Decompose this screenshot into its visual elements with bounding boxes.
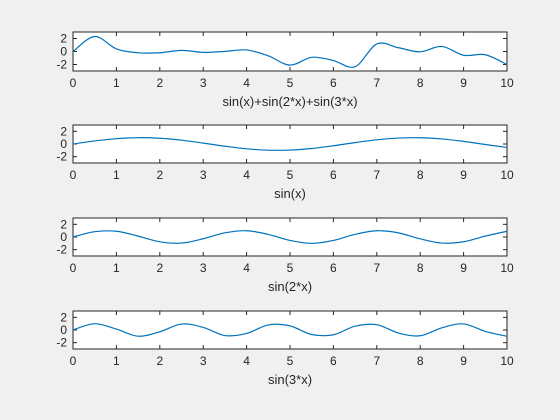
x-tick-label: 0 xyxy=(70,354,77,368)
x-tick-label: 8 xyxy=(417,354,424,368)
x-tick-label: 8 xyxy=(417,76,424,90)
x-tick-label: 5 xyxy=(287,261,294,275)
x-tick-label: 9 xyxy=(460,168,467,182)
x-tick-label: 1 xyxy=(113,261,120,275)
x-tick-label: 4 xyxy=(243,354,250,368)
x-tick-label: 10 xyxy=(500,76,514,90)
x-tick-label: 7 xyxy=(373,76,380,90)
y-tick-label: 0 xyxy=(60,137,67,151)
x-tick-label: 9 xyxy=(460,261,467,275)
x-tick-label: 5 xyxy=(287,168,294,182)
x-tick-label: 10 xyxy=(500,168,514,182)
x-tick-label: 2 xyxy=(156,261,163,275)
x-tick-label: 2 xyxy=(156,168,163,182)
x-tick-label: 0 xyxy=(70,261,77,275)
x-tick-label: 0 xyxy=(70,76,77,90)
y-tick-label: 0 xyxy=(60,45,67,59)
y-tick-label: 0 xyxy=(60,230,67,244)
series-line xyxy=(72,323,508,337)
x-tick-label: 5 xyxy=(287,76,294,90)
x-tick-label: 8 xyxy=(417,261,424,275)
y-tick-label: -2 xyxy=(56,58,67,72)
x-tick-label: 10 xyxy=(500,261,514,275)
x-tick-label: 3 xyxy=(200,261,207,275)
x-tick-label: 6 xyxy=(330,354,337,368)
x-tick-label: 3 xyxy=(200,168,207,182)
x-tick-label: 9 xyxy=(460,354,467,368)
series-line xyxy=(72,137,508,151)
x-tick-label: 0 xyxy=(70,168,77,182)
x-tick-label: 9 xyxy=(460,76,467,90)
y-tick-label: 2 xyxy=(60,310,67,324)
x-axis-label: sin(3*x) xyxy=(268,372,312,387)
x-axis-label: sin(2*x) xyxy=(268,279,312,294)
x-tick-label: 1 xyxy=(113,354,120,368)
x-tick-label: 10 xyxy=(500,354,514,368)
x-axis-label: sin(x) xyxy=(274,186,306,201)
x-tick-label: 6 xyxy=(330,76,337,90)
x-tick-label: 4 xyxy=(243,261,250,275)
x-tick-label: 7 xyxy=(373,168,380,182)
x-tick-label: 4 xyxy=(243,168,250,182)
series-line xyxy=(72,35,508,68)
x-tick-label: 7 xyxy=(373,354,380,368)
axes-background xyxy=(72,310,508,350)
x-tick-label: 7 xyxy=(373,261,380,275)
axes-background xyxy=(72,124,508,164)
x-tick-label: 3 xyxy=(200,354,207,368)
x-tick-label: 3 xyxy=(200,76,207,90)
y-tick-label: 2 xyxy=(60,124,67,138)
axes-background xyxy=(72,217,508,257)
x-tick-label: 6 xyxy=(330,261,337,275)
y-tick-label: 2 xyxy=(60,217,67,231)
x-tick-label: 5 xyxy=(287,354,294,368)
x-tick-label: 2 xyxy=(156,354,163,368)
x-tick-label: 4 xyxy=(243,76,250,90)
y-tick-label: 2 xyxy=(60,32,67,46)
x-tick-label: 2 xyxy=(156,76,163,90)
y-tick-label: -2 xyxy=(56,243,67,257)
y-tick-label: 0 xyxy=(60,323,67,337)
axes-background xyxy=(72,31,508,72)
y-tick-label: -2 xyxy=(56,150,67,164)
x-axis-label: sin(x)+sin(2*x)+sin(3*x) xyxy=(222,94,357,109)
x-tick-label: 6 xyxy=(330,168,337,182)
x-tick-label: 1 xyxy=(113,76,120,90)
x-tick-label: 8 xyxy=(417,168,424,182)
series-line xyxy=(72,230,508,244)
y-tick-label: -2 xyxy=(56,336,67,350)
x-tick-label: 1 xyxy=(113,168,120,182)
